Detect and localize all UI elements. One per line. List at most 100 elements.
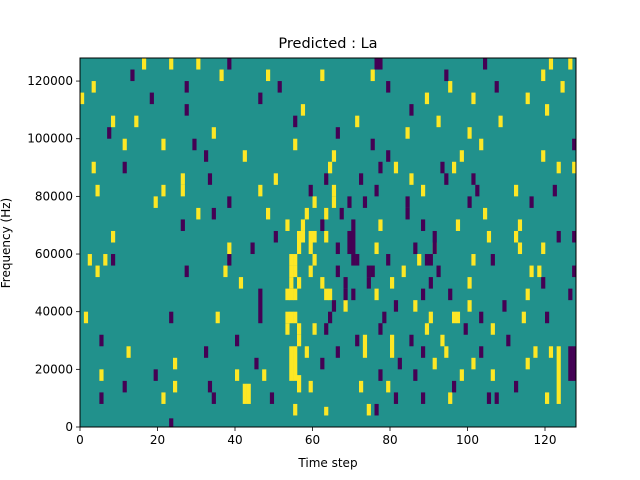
- heatmap-cell: [494, 81, 499, 93]
- heatmap-cell: [161, 138, 166, 151]
- heatmap-cells: [80, 58, 577, 427]
- heatmap-cell: [378, 161, 383, 174]
- heatmap-cell: [486, 392, 492, 404]
- heatmap-cell: [297, 277, 302, 289]
- heatmap-cell: [122, 138, 127, 151]
- heatmap-cell: [359, 173, 364, 185]
- heatmap-cell: [250, 242, 255, 255]
- heatmap-cell: [328, 311, 333, 324]
- heatmap-cell: [362, 196, 368, 208]
- heatmap-cell: [161, 184, 166, 197]
- heatmap-cell: [235, 369, 240, 381]
- heatmap-cell: [308, 242, 313, 255]
- heatmap-cell: [440, 334, 445, 347]
- heatmap-cell: [374, 403, 379, 416]
- heatmap-cell: [184, 265, 189, 278]
- heatmap-cell: [545, 311, 550, 324]
- heatmap-cell: [320, 277, 325, 289]
- heatmap-cell: [436, 265, 441, 278]
- heatmap-cell: [328, 288, 333, 301]
- heatmap-cell: [370, 69, 375, 82]
- heatmap-cell: [293, 288, 298, 301]
- heatmap-cell: [351, 288, 356, 301]
- x-tick-label: 40: [227, 433, 242, 447]
- heatmap-cell: [297, 334, 302, 347]
- heatmap-cell: [390, 277, 395, 289]
- heatmap-cell: [266, 69, 271, 82]
- heatmap-cell: [541, 69, 546, 82]
- y-tick-label: 120000: [27, 74, 73, 88]
- heatmap-cell: [347, 196, 352, 208]
- y-tick-label: 80000: [35, 189, 73, 203]
- heatmap-cell: [560, 81, 565, 93]
- heatmap-cell: [297, 242, 302, 255]
- heatmap-cell: [514, 380, 519, 393]
- heatmap-cell: [289, 277, 294, 289]
- heatmap-cell: [324, 173, 329, 185]
- heatmap-cell: [545, 104, 550, 116]
- heatmap-cell: [211, 127, 216, 139]
- heatmap-cell: [572, 265, 577, 278]
- heatmap-cell: [370, 138, 375, 151]
- heatmap-cell: [572, 346, 577, 381]
- heatmap-cell: [455, 219, 461, 231]
- heatmap-cell: [242, 383, 247, 404]
- heatmap-cell: [374, 288, 379, 301]
- heatmap-cell: [351, 254, 356, 266]
- heatmap-cell: [184, 104, 189, 116]
- heatmap-cell: [293, 115, 298, 128]
- x-tick-label: 0: [76, 433, 84, 447]
- heatmap-cell: [506, 334, 511, 347]
- heatmap-cell: [386, 81, 391, 93]
- heatmap-cell: [428, 311, 433, 324]
- heatmap-cell: [324, 406, 329, 416]
- heatmap-cell: [401, 265, 406, 278]
- heatmap-cell: [339, 207, 344, 220]
- heatmap-cell: [328, 161, 333, 174]
- heatmap-cell: [173, 357, 178, 370]
- heatmap-cell: [359, 380, 364, 393]
- heatmap-cell: [103, 254, 108, 266]
- heatmap-cell: [444, 69, 449, 82]
- heatmap-cell: [413, 369, 418, 381]
- heatmap-cell: [428, 254, 433, 266]
- heatmap-cell: [320, 219, 325, 231]
- heatmap-cell: [335, 127, 340, 139]
- heatmap-cell: [304, 346, 309, 358]
- heatmap-cell: [417, 254, 422, 266]
- heatmap-cell: [424, 323, 430, 335]
- heatmap-cell: [432, 230, 437, 255]
- heatmap-cell: [421, 392, 426, 404]
- heatmap-cell: [568, 288, 573, 301]
- heatmap-cell: [289, 288, 294, 301]
- heatmap-cell: [572, 161, 577, 174]
- heatmap-cell: [246, 383, 251, 404]
- heatmap-cell: [548, 346, 554, 358]
- heatmap-cell: [184, 81, 189, 93]
- heatmap-cell: [413, 242, 418, 255]
- heatmap-cell: [180, 184, 185, 197]
- heatmap-cell: [448, 288, 453, 301]
- heatmap-cell: [413, 300, 418, 312]
- heatmap-cell: [142, 58, 147, 70]
- heatmap-cell: [324, 230, 329, 243]
- heatmap-cell: [242, 150, 247, 162]
- heatmap-cell: [463, 323, 468, 335]
- heatmap-cell: [467, 300, 472, 312]
- heatmap-cell: [393, 161, 399, 174]
- heatmap-cell: [448, 81, 453, 93]
- heatmap-cell: [211, 392, 216, 404]
- x-tick-label: 60: [305, 433, 320, 447]
- heatmap-cell: [196, 207, 201, 220]
- heatmap-cell: [479, 138, 484, 151]
- heatmap-cell: [490, 254, 495, 266]
- heatmap-cell: [556, 230, 561, 243]
- heatmap-cell: [502, 300, 507, 312]
- heatmap-cell: [122, 161, 127, 174]
- heatmap-cell: [153, 369, 158, 381]
- heatmap-cell: [343, 300, 348, 312]
- heatmap-cell: [459, 150, 464, 162]
- y-tick-label: 60000: [35, 247, 73, 261]
- heatmap-cell: [227, 196, 232, 208]
- heatmap-cell: [238, 277, 244, 289]
